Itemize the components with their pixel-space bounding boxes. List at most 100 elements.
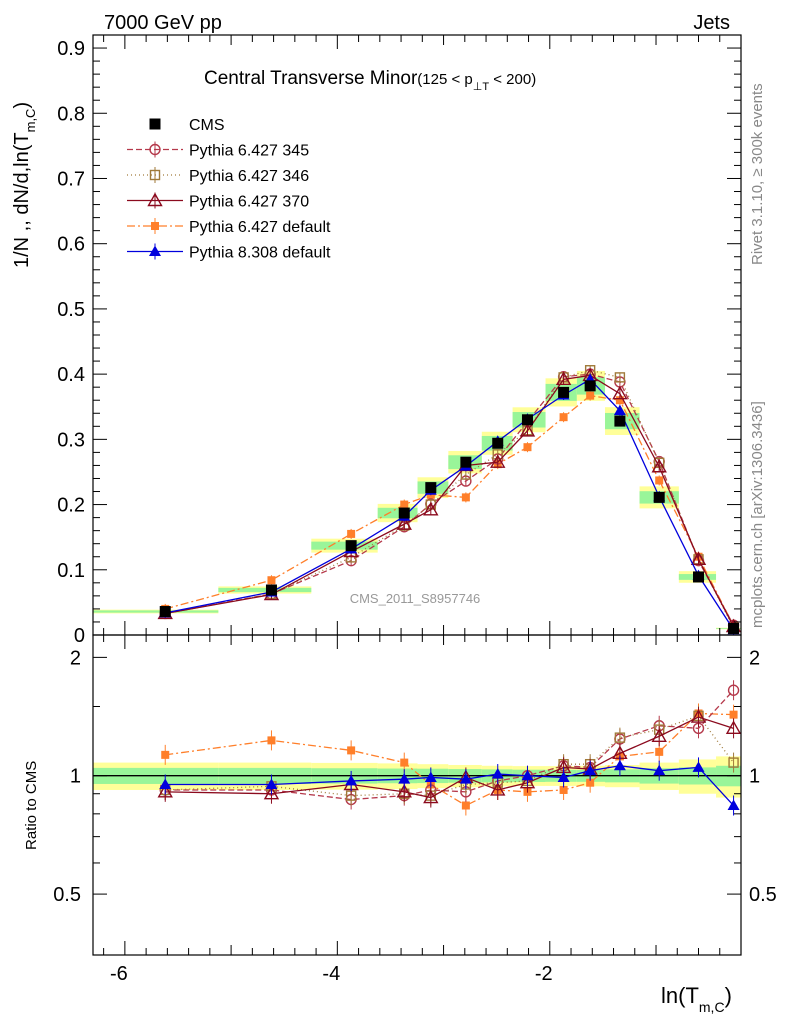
series-line bbox=[165, 765, 735, 806]
header-left: 7000 GeV pp bbox=[104, 12, 222, 34]
y-axis-label-main: 1/N ,, dN/d,ln(T bbox=[11, 132, 33, 268]
data-point bbox=[727, 684, 740, 696]
y-axis-label-close: ) bbox=[11, 102, 33, 109]
ratio-tick-label-left: 0.5 bbox=[53, 884, 81, 906]
x-tick-label: -2 bbox=[535, 963, 553, 985]
main-panel: 0 0.1 0.2 0.3 0.4 0.5 0.6 0.7 0.8 0.9 bbox=[57, 34, 742, 647]
x-axis-label-main: ln(T bbox=[661, 983, 699, 1008]
series-line bbox=[165, 712, 734, 807]
y-tick-label: 0.8 bbox=[57, 103, 85, 125]
data-point bbox=[690, 709, 707, 723]
legend-label: Pythia 6.427 370 bbox=[189, 194, 309, 211]
ratio-tick-label-left: 1 bbox=[70, 766, 81, 788]
legend-label: Pythia 6.427 default bbox=[189, 219, 331, 236]
data-point bbox=[613, 404, 626, 416]
legend-item: CMS bbox=[149, 117, 225, 134]
data-point bbox=[728, 622, 740, 634]
data-point bbox=[519, 422, 536, 437]
data-point bbox=[490, 454, 506, 468]
data-point bbox=[347, 529, 356, 538]
data-point bbox=[586, 778, 595, 787]
series-line bbox=[165, 394, 735, 627]
data-point bbox=[612, 385, 628, 400]
data-point bbox=[425, 482, 437, 494]
data-point bbox=[459, 773, 472, 784]
data-point bbox=[614, 415, 626, 427]
x-axis-label-close: ) bbox=[725, 983, 732, 1008]
chart-title-range: (125 < p bbox=[417, 71, 472, 88]
y-tick-label: 0.2 bbox=[57, 495, 85, 517]
data-point bbox=[586, 391, 595, 400]
data-point bbox=[400, 500, 409, 509]
data-point bbox=[423, 501, 439, 516]
legend-label: CMS bbox=[189, 117, 225, 134]
data-point bbox=[267, 576, 276, 585]
y-axis-label-sub: m,C bbox=[23, 109, 38, 133]
chart-title-range-end: < 200) bbox=[489, 71, 536, 88]
data-point bbox=[347, 746, 356, 755]
data-point bbox=[725, 720, 742, 735]
data-point bbox=[555, 371, 572, 386]
data-point bbox=[157, 783, 173, 798]
legend-label: Pythia 8.308 default bbox=[189, 245, 331, 262]
data-point bbox=[559, 413, 568, 422]
band-inner bbox=[93, 610, 219, 613]
data-point bbox=[267, 736, 276, 745]
ratio-panel: -6 -4 -2 0.5 0.5 1 1 2 2 bbox=[53, 634, 777, 985]
chart-title-range-sub: ⊥T bbox=[473, 81, 490, 93]
data-point bbox=[651, 728, 667, 742]
data-point bbox=[491, 768, 504, 779]
x-axis-label: ln(Tm,C) bbox=[661, 983, 732, 1015]
legend-label: Pythia 6.427 345 bbox=[189, 143, 309, 160]
data-point bbox=[557, 771, 570, 782]
data-point bbox=[727, 799, 740, 811]
ratio-uncertainty-bands bbox=[93, 756, 741, 798]
band-inner bbox=[218, 587, 312, 593]
data-point bbox=[613, 759, 626, 771]
data-point bbox=[614, 732, 626, 743]
data-point bbox=[558, 386, 570, 398]
data-point bbox=[461, 801, 470, 810]
series-line bbox=[165, 716, 734, 799]
data-point bbox=[345, 774, 358, 786]
data-point bbox=[490, 782, 506, 796]
series-line bbox=[165, 715, 735, 797]
data-point bbox=[655, 747, 664, 756]
data-point bbox=[398, 507, 410, 519]
y-tick-label: 0.1 bbox=[57, 560, 85, 582]
data-point bbox=[651, 458, 667, 473]
data-point bbox=[396, 783, 412, 798]
data-point bbox=[693, 571, 705, 583]
data-point bbox=[149, 245, 161, 256]
mcplots-note: mcplots.cern.ch [arXiv:1306.3436] bbox=[749, 401, 766, 628]
legend-item: Pythia 6.427 370 bbox=[127, 192, 309, 211]
y-tick-label: 0.5 bbox=[57, 299, 85, 321]
data-point bbox=[265, 584, 277, 596]
ratio-tick-label-left: 2 bbox=[70, 647, 81, 669]
data-point bbox=[523, 443, 532, 452]
ratio-axes: -6 -4 -2 0.5 0.5 1 1 2 2 bbox=[53, 635, 777, 985]
y-tick-label: 0.7 bbox=[57, 168, 85, 190]
y-tick-label: 0.4 bbox=[57, 364, 85, 386]
data-point bbox=[149, 143, 161, 156]
data-point bbox=[461, 493, 470, 502]
data-point bbox=[521, 769, 534, 781]
legend-item: Pythia 6.427 default bbox=[127, 218, 331, 236]
data-point bbox=[559, 785, 568, 794]
data-point bbox=[149, 118, 161, 130]
legend-item: Pythia 6.427 346 bbox=[127, 167, 309, 185]
data-point bbox=[653, 491, 665, 503]
ratio-y-axis-label: Ratio to CMS bbox=[23, 761, 40, 850]
data-point bbox=[492, 437, 504, 449]
y-tick-label: 0 bbox=[74, 625, 85, 647]
band-inner bbox=[377, 507, 418, 519]
chart-title: Central Transverse Minor(125 < p⊥T < 200… bbox=[204, 68, 536, 93]
main-axes: 0 0.1 0.2 0.3 0.4 0.5 0.6 0.7 0.8 0.9 bbox=[57, 35, 741, 647]
data-point bbox=[161, 750, 170, 759]
data-point bbox=[615, 396, 624, 405]
data-point bbox=[424, 771, 437, 782]
data-point bbox=[149, 169, 161, 181]
data-point bbox=[151, 222, 159, 230]
x-tick-label: -4 bbox=[322, 963, 340, 985]
